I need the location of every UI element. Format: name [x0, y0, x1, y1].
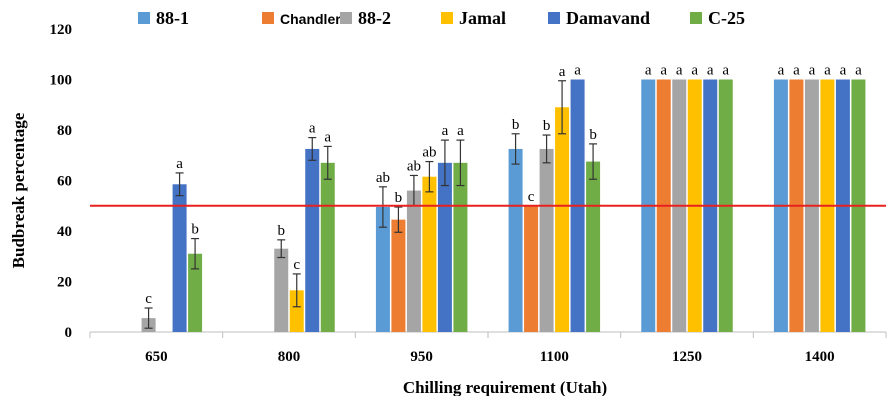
bar — [453, 163, 467, 332]
significance-label: b — [543, 118, 551, 134]
significance-label: a — [676, 63, 683, 79]
x-tick-label: 800 — [278, 349, 301, 365]
significance-label: a — [707, 63, 714, 79]
y-tick-label: 80 — [57, 123, 72, 139]
y-axis-title: Budbreak percentage — [9, 112, 28, 268]
significance-label: a — [559, 64, 566, 80]
bar — [555, 107, 569, 332]
significance-label: a — [793, 63, 800, 79]
bar — [586, 162, 600, 332]
legend-swatch — [548, 12, 560, 24]
significance-label: a — [645, 63, 652, 79]
significance-label: a — [324, 129, 331, 145]
significance-label: b — [512, 117, 520, 133]
legend-swatch — [340, 12, 352, 24]
legend-label: Chandler — [280, 11, 341, 27]
bar — [305, 149, 319, 332]
significance-label: a — [691, 63, 698, 79]
legend: 88-1 Chandler 88-2 Jamal Damavand C-25 — [138, 8, 745, 28]
significance-label: c — [293, 257, 300, 273]
significance-label: ab — [407, 158, 421, 174]
legend-swatch — [138, 12, 150, 24]
bar — [540, 149, 554, 332]
x-axis-title: Chilling requirement (Utah) — [403, 378, 607, 396]
significance-label: a — [574, 63, 581, 79]
x-tick-label: 950 — [410, 349, 433, 365]
significance-label: b — [589, 127, 597, 143]
significance-label: b — [395, 190, 403, 206]
bar — [524, 206, 538, 332]
significance-label: a — [309, 121, 316, 137]
bar — [422, 177, 436, 332]
y-tick-label: 0 — [65, 325, 73, 341]
legend-label: 88-1 — [156, 8, 189, 28]
legend-label: Damavand — [566, 8, 650, 28]
y-tick-label: 40 — [57, 224, 72, 240]
significance-label: a — [457, 123, 464, 139]
bar — [321, 163, 335, 332]
significance-label: c — [528, 189, 535, 205]
significance-label: a — [855, 63, 862, 79]
y-tick-label: 20 — [57, 275, 72, 291]
significance-label: a — [809, 63, 816, 79]
x-tick-label: 1250 — [672, 349, 702, 365]
bar — [438, 163, 452, 332]
significance-label: a — [722, 63, 729, 79]
y-tick-label: 120 — [50, 22, 73, 38]
bar — [509, 149, 523, 332]
significance-label: a — [660, 63, 667, 79]
significance-label: ab — [376, 170, 390, 186]
significance-label: a — [176, 156, 183, 172]
x-tick-label: 1400 — [805, 349, 835, 365]
legend-label: 88-2 — [358, 8, 391, 28]
significance-label: b — [278, 223, 286, 239]
y-tick-label: 100 — [50, 73, 73, 89]
significance-label: ab — [422, 145, 436, 161]
bar — [274, 249, 288, 332]
y-tick-label: 60 — [57, 174, 72, 190]
significance-label: a — [778, 63, 785, 79]
significance-label: a — [840, 63, 847, 79]
bar — [391, 220, 405, 332]
legend-label: C-25 — [708, 8, 745, 28]
legend-swatch — [690, 12, 702, 24]
legend-label: Jamal — [459, 8, 506, 28]
x-tick-label: 1100 — [540, 349, 569, 365]
significance-label: a — [442, 123, 449, 139]
significance-label: b — [191, 222, 199, 238]
legend-swatch — [441, 12, 453, 24]
x-axis: 650 800 950 1100 1250 1400 — [90, 332, 886, 365]
significance-label: a — [824, 63, 831, 79]
legend-swatch — [262, 12, 274, 24]
x-tick-label: 650 — [145, 349, 168, 365]
significance-label: c — [145, 291, 152, 307]
bar — [407, 191, 421, 332]
